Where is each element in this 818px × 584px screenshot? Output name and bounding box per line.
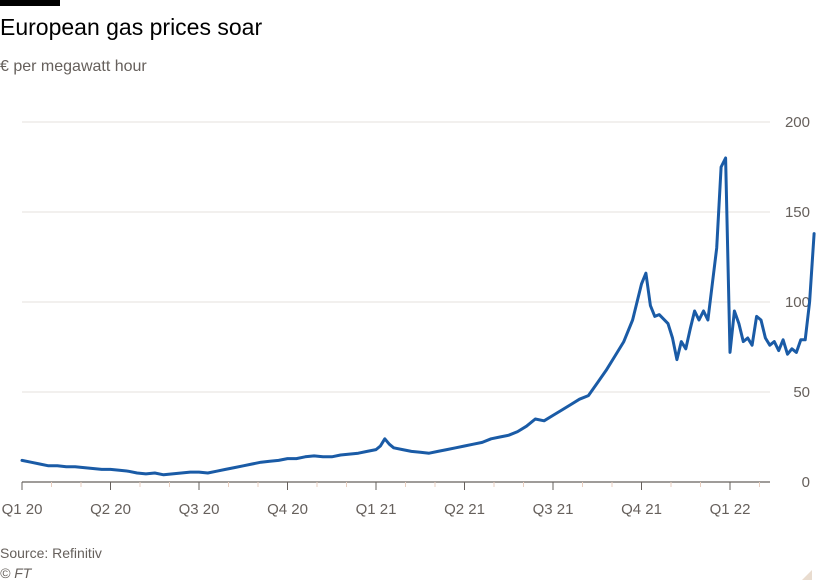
resize-corner (802, 570, 812, 580)
x-tick-label: Q4 20 (267, 501, 308, 518)
brand-bar (0, 0, 60, 6)
x-tick-label: Q2 20 (90, 501, 131, 518)
credit-note: © FT (0, 565, 32, 581)
line-chart: 0 50 100 150 200 Q1 20 Q2 20 Q3 20 Q4 20 Q1 21 Q2… (2, 114, 816, 518)
price-line (20, 156, 816, 477)
x-tick-label: Q2 21 (444, 501, 485, 518)
source-note: Source: Refinitiv (0, 545, 102, 561)
chart-title: European gas prices soar (0, 14, 263, 40)
y-tick-label: 200 (785, 114, 810, 131)
chart-subtitle: € per megawatt hour (0, 58, 147, 75)
y-tick-label: 0 (802, 474, 810, 491)
x-tick-label: Q3 21 (533, 501, 574, 518)
y-tick-label: 100 (785, 294, 810, 311)
y-tick-label: 150 (785, 204, 810, 221)
x-tick-label: Q1 20 (2, 501, 43, 518)
x-tick-label: Q1 21 (356, 501, 397, 518)
x-tick-label: Q1 22 (710, 501, 751, 518)
y-tick-labels: 0 50 100 150 200 (785, 114, 810, 491)
y-grid (22, 121, 770, 483)
x-tick-label: Q4 21 (621, 501, 662, 518)
x-tick-labels: Q1 20 Q2 20 Q3 20 Q4 20 Q1 21 Q2 21 Q3 21 Q4 21… (2, 501, 751, 518)
x-axis (21, 482, 760, 490)
y-tick-label: 50 (793, 384, 810, 401)
x-tick-label: Q3 20 (179, 501, 220, 518)
